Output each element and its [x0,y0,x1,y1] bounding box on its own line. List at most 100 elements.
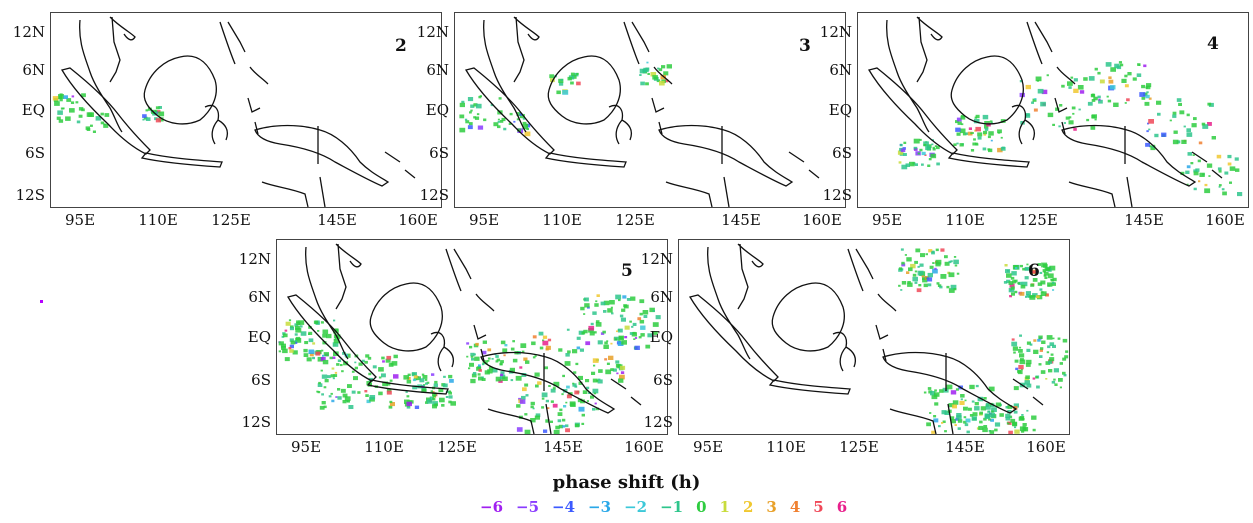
lon-label: 145E [945,438,985,456]
phase-pixel [1124,102,1127,104]
phase-pixel [639,68,646,74]
phase-pixel [1047,345,1051,349]
phase-pixel [549,74,555,79]
phase-pixel [616,330,618,333]
phase-pixel [1150,146,1156,151]
coastlines [60,16,416,208]
phase-pixel [368,372,372,376]
phase-pixel [303,353,309,357]
phase-pixel [1091,99,1096,102]
phase-pixel [1146,91,1149,94]
phase-pixel [1195,168,1200,172]
phase-pixel [909,161,915,167]
phase-pixel [1025,363,1031,367]
phase-pixel [1019,80,1023,83]
phase-pixel [1012,280,1017,284]
phase-pixel [1019,426,1026,432]
phase-pixel [972,142,977,146]
phase-pixel [598,369,603,373]
phase-pixel [1038,363,1042,366]
lat-label: 6S [832,144,852,162]
phase-pixel [288,319,292,322]
phase-pixel [412,378,416,382]
phase-pixel [659,80,665,86]
phase-pixel [643,315,648,318]
phase-pixel [1032,270,1036,274]
phase-pixel [639,312,643,316]
phase-pixel [1047,273,1054,279]
phase-pixel [1185,170,1190,174]
phase-pixel [1049,265,1056,271]
phase-pixel [576,81,581,86]
phase-pixel [1039,288,1043,291]
phase-pixel [351,370,355,373]
phase-pixel [606,340,609,342]
coastline [737,243,749,310]
phase-pixel [956,132,961,136]
coastline [1068,176,1133,208]
phase-pixel [1012,346,1019,351]
phase-pixel [532,356,536,359]
phase-pixel [495,355,499,358]
phase-pixel [295,336,301,341]
phase-pixel [58,96,63,99]
phase-pixel [956,415,962,420]
phase-pixel [586,400,589,402]
phase-pixel [593,392,597,395]
phase-pixel [522,117,526,120]
phase-pixel [466,342,470,345]
phase-pixel [595,407,599,411]
coastline [513,16,540,41]
phase-pixel [281,346,286,350]
lat-label: 12S [822,186,852,204]
phase-pixel [1045,267,1050,271]
phase-pixel [580,306,585,311]
phase-pixel [922,278,928,283]
phase-pixel [927,164,931,167]
phase-pixel [617,328,623,333]
phase-pixel [534,372,540,377]
phase-pixel [1049,342,1055,346]
phase-pixel [304,341,309,345]
phase-pixel [940,274,947,279]
phase-pixel [406,395,410,398]
phase-pixel [1010,276,1015,280]
phase-pixel [1067,81,1073,86]
phase-pixel [354,361,357,364]
phase-pixel [1057,337,1061,340]
phase-pixel [414,405,420,409]
phase-pixel [984,125,989,129]
phase-pixel [994,428,998,432]
phase-pixel [1148,119,1154,124]
phase-pixel [898,284,901,287]
phase-pixel [340,364,343,367]
phase-pixel [541,406,545,409]
phase-pixel [960,398,963,401]
lon-label: 125E [615,211,655,229]
phase-pixel [448,395,453,399]
phase-pixel [1156,100,1162,105]
phase-pixel [1019,346,1022,349]
phase-pixel [1172,111,1177,115]
phase-pixel [296,320,300,323]
coastline [610,378,642,406]
phase-pixel [432,394,436,398]
phase-pixel [448,391,452,395]
phase-pixel [1107,99,1112,103]
phase-pixel [972,132,974,134]
map-panel-3: 3 [454,12,846,208]
phase-pixel [959,143,964,147]
phase-pixel [358,362,363,366]
coastline [369,282,443,352]
phase-pixel [386,382,391,386]
phase-pixel [1018,416,1024,421]
phase-pixel [966,430,970,434]
phase-pixel [1013,403,1019,408]
phase-pixel [1216,154,1222,159]
phase-pixel [405,391,408,393]
phase-pixel [597,340,603,345]
phase-pixel [1206,163,1213,168]
phase-pixel [989,412,996,418]
lon-label: 160E [398,211,438,229]
phase-pixel [450,401,456,406]
